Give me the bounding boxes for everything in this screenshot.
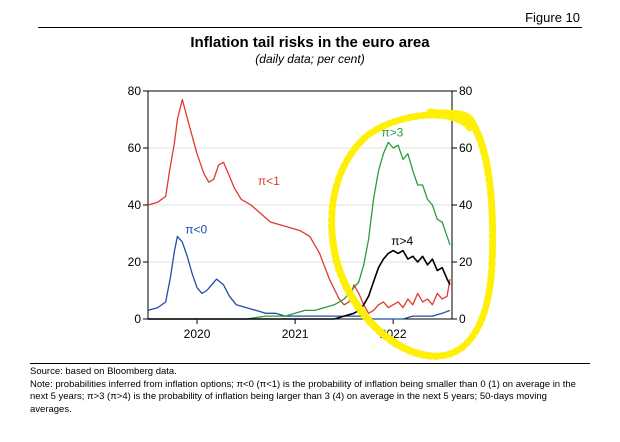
y-tick-label-right: 0: [459, 312, 466, 326]
series-line-pi-gt4: [148, 249, 451, 320]
y-tick-label-right: 40: [459, 198, 473, 212]
x-tick-label: 2020: [184, 327, 211, 341]
y-tick-label-right: 20: [459, 255, 473, 269]
highlight-circle-stroke: [332, 108, 496, 356]
series-label-pi-gt3: π>3: [381, 126, 403, 140]
y-tick-label-left: 60: [128, 141, 142, 155]
series-line-pi-gt3: [148, 141, 451, 320]
chart-title: Inflation tail risks in the euro area: [190, 34, 430, 51]
series-line-pi-lt0: [147, 235, 451, 320]
y-tick-label-left: 80: [128, 84, 142, 98]
figure-label-rule: [38, 27, 582, 28]
y-tick-label-left: 40: [128, 198, 142, 212]
y-tick-label-right: 60: [459, 141, 473, 155]
source-note: Source: based on Bloomberg data.: [30, 366, 177, 377]
series-label-pi-lt0: π<0: [185, 223, 207, 237]
series-label-pi-lt1: π<1: [258, 174, 280, 188]
figure-label: Figure 10: [525, 10, 580, 25]
y-tick-label-left: 20: [128, 255, 142, 269]
series-line-pi-lt1: [147, 98, 451, 314]
y-tick-label-right: 80: [459, 84, 473, 98]
x-tick-label: 2021: [282, 327, 309, 341]
footnotes: Source: based on Bloomberg data. Note: p…: [30, 366, 586, 416]
footnote-rule: [30, 363, 590, 364]
chart-subtitle: (daily data; per cent): [255, 52, 365, 66]
series-label-pi-gt4: π>4: [391, 234, 413, 248]
method-note: Note: probabilities inferred from inflat…: [30, 378, 576, 415]
y-tick-label-left: 0: [134, 312, 141, 326]
